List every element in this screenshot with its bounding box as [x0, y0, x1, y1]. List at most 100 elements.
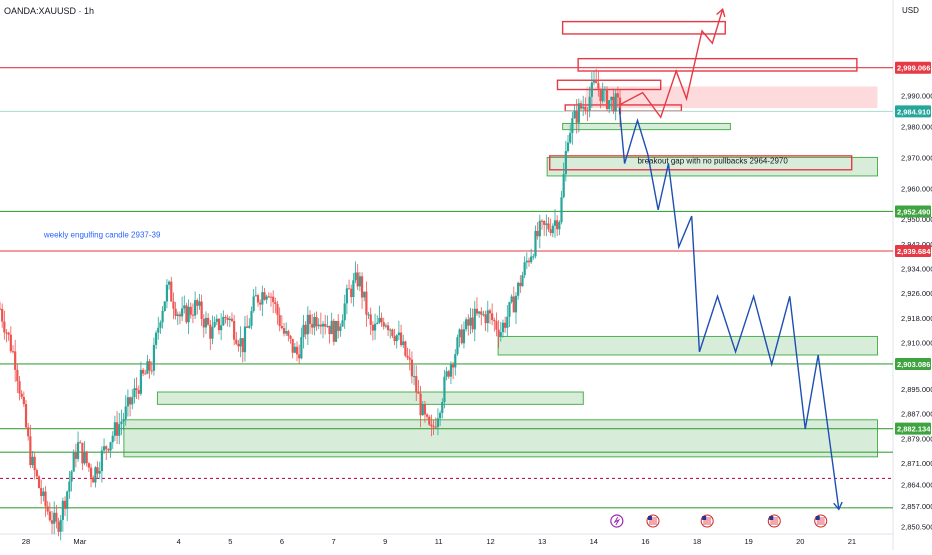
zone-red-fill-5 [585, 86, 878, 109]
y-tick-label-18: 2,879.000 [901, 434, 932, 443]
candle-body-172 [371, 324, 374, 331]
candle-body-91 [196, 300, 199, 306]
candle-body-218 [471, 317, 474, 330]
candle-body-159 [343, 303, 346, 321]
candle-body-82 [176, 314, 179, 317]
candle-body-48 [102, 446, 106, 451]
candle-body-80 [172, 301, 175, 309]
candle-body-89 [191, 314, 195, 316]
candle-body-118 [254, 295, 257, 297]
x-tick-label-12: 18 [693, 537, 701, 546]
candle-body-78 [168, 281, 171, 285]
candle-body-239 [517, 282, 520, 296]
candle-body-70 [150, 370, 153, 372]
candle-body-30 [63, 500, 67, 509]
candle-body-208 [449, 364, 453, 377]
projection-path-down [618, 107, 840, 510]
candle-body-202 [436, 418, 440, 427]
candle-body-52 [111, 435, 114, 443]
candle-body-18 [37, 476, 41, 488]
x-tick-label-8: 12 [486, 537, 494, 546]
candle-body-201 [434, 426, 437, 428]
candle-body-286 [618, 97, 622, 115]
candle-body-211 [456, 337, 459, 355]
candle-body-41 [87, 463, 90, 468]
candle-body-134 [289, 335, 292, 339]
candle-body-141 [304, 324, 307, 335]
candle-body-73 [157, 327, 160, 333]
candle-body-193 [417, 392, 420, 394]
candle-body-235 [508, 302, 511, 317]
price-tag-1: 2,984.910 [897, 107, 930, 116]
candle-body-165 [356, 272, 359, 287]
candle-body-253 [547, 223, 550, 230]
candle-body-132 [285, 331, 288, 334]
candle-body-79 [170, 281, 173, 302]
candle-body-174 [376, 322, 379, 324]
arrowhead-up-icon [716, 8, 726, 18]
candle-body-123 [265, 296, 268, 300]
zone-red-box-10 [561, 20, 726, 35]
candle-body-85 [183, 305, 186, 309]
candle-body-173 [373, 323, 377, 331]
candle-body-109 [235, 339, 238, 344]
candle-body-158 [341, 320, 344, 327]
candle-body-236 [510, 296, 513, 303]
candle-body-8 [16, 369, 19, 382]
candle-body-244 [527, 260, 531, 263]
candle-body-90 [194, 300, 197, 316]
candle-body-265 [573, 110, 576, 119]
candle-body-122 [263, 292, 266, 300]
candle-body-216 [467, 319, 470, 326]
candle-body-281 [608, 100, 611, 109]
zone-green-0 [546, 156, 879, 177]
candle-body-15 [31, 456, 34, 466]
candle-body-167 [360, 276, 364, 298]
candle-body-49 [105, 446, 108, 450]
price-tag-bg-2 [895, 205, 931, 218]
candle-body-240 [519, 282, 522, 287]
candle-body-195 [421, 404, 424, 416]
candle-body-210 [454, 354, 457, 368]
candle-body-221 [478, 311, 481, 314]
candle-body-27 [57, 521, 60, 532]
candle-body-74 [159, 322, 162, 328]
candle-body-205 [443, 376, 446, 403]
arrowhead-down-icon [833, 501, 843, 511]
candle-body-177 [382, 322, 385, 327]
candle-body-271 [586, 110, 589, 112]
candle-body-9 [18, 381, 21, 394]
candle-body-152 [328, 325, 331, 335]
candle-body-148 [319, 324, 322, 327]
x-tick-label-6: 9 [383, 537, 387, 546]
projection-path-up [619, 9, 724, 119]
x-tick-label-11: 16 [641, 537, 649, 546]
candle-body-274 [592, 81, 596, 83]
candle-body-227 [491, 313, 494, 320]
candle-body-198 [428, 416, 431, 425]
x-tick-label-13: 19 [744, 537, 752, 546]
candle-body-25 [53, 512, 56, 524]
candle-body-254 [549, 229, 552, 234]
candle-body-1 [1, 308, 4, 322]
y-tick-label-22: 2,850.500 [901, 522, 932, 531]
candle-body-160 [345, 288, 348, 304]
candle-body-32 [68, 481, 71, 492]
candle-body-144 [311, 323, 314, 328]
candle-body-194 [419, 393, 422, 416]
candle-body-37 [79, 442, 82, 444]
candle-body-147 [317, 324, 320, 327]
candle-body-277 [599, 88, 602, 102]
candle-body-251 [543, 220, 546, 225]
candle-body-175 [378, 317, 381, 323]
price-tag-3: 2,939.684 [897, 247, 931, 256]
candle-body-143 [308, 314, 312, 324]
candle-body-95 [204, 317, 208, 328]
candle-body-6 [11, 351, 15, 353]
candle-body-44 [94, 467, 97, 483]
y-tick-label-19: 2,871.000 [901, 459, 932, 468]
candle-body-137 [295, 346, 299, 355]
candle-body-116 [250, 311, 253, 326]
